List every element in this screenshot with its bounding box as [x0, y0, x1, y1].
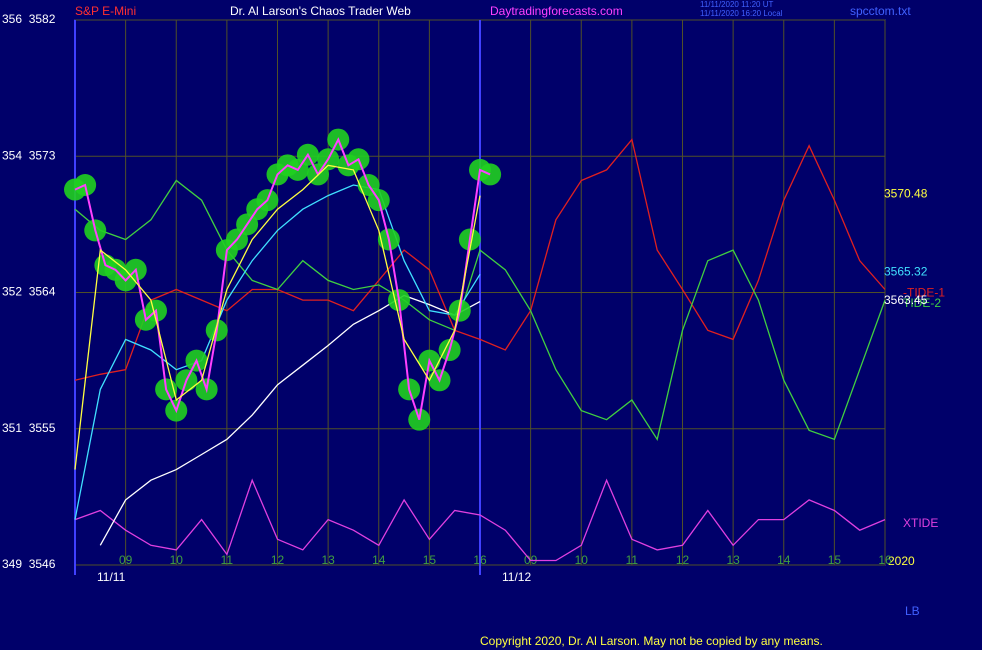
series-line: [74, 137, 491, 421]
value-label: 3570.48: [884, 187, 928, 201]
series-line: [74, 179, 886, 441]
x-tick-label: 12: [271, 553, 285, 567]
series-line: [99, 294, 481, 546]
x-tick-label: 10: [170, 553, 184, 567]
x-tick-label: 11: [626, 553, 639, 567]
y-tick-label: 349 3546: [2, 557, 56, 571]
date-label: 11/12: [502, 570, 531, 584]
file-name: spcctom.txt: [850, 4, 911, 18]
x-tick-label: 13: [321, 553, 335, 567]
x-tick-label: 14: [372, 553, 386, 567]
x-tick-label: 09: [119, 553, 133, 567]
x-tick-label: 12: [676, 553, 690, 567]
corner-label: LB: [905, 604, 920, 618]
y-tick-label: 356 3582: [2, 12, 56, 26]
site: Daytradingforecasts.com: [490, 4, 623, 18]
x-tick-label: 10: [575, 553, 589, 567]
legend-label: TIDE-2: [903, 296, 941, 310]
chart-title: Dr. Al Larson's Chaos Trader Web: [230, 4, 411, 18]
series-line: [74, 478, 886, 562]
date-label: 11/11: [97, 570, 126, 584]
price-blob: [479, 163, 502, 186]
legend-label: XTIDE: [903, 516, 938, 530]
copyright: Copyright 2020, Dr. Al Larson. May not b…: [480, 634, 823, 648]
x-tick-label: 13: [726, 553, 740, 567]
series-line: [74, 138, 886, 381]
value-label: 3563.45: [884, 293, 928, 307]
y-tick-label: 352 3564: [2, 285, 56, 299]
x-tick-label: 15: [828, 553, 842, 567]
subtitle: S&P E-Mini: [75, 4, 136, 18]
series-line: [74, 184, 481, 520]
x-tick-label: 16: [878, 553, 892, 567]
year-label: 2020: [888, 554, 915, 568]
x-tick-label: 14: [777, 553, 791, 567]
time-line: 11/11/2020 16:20 Local: [700, 9, 783, 18]
y-tick-label: 351 3555: [2, 421, 56, 435]
time-line: 11/11/2020 11:20 UT: [700, 0, 774, 9]
value-label: 3565.32: [884, 265, 928, 279]
x-tick-label: 15: [423, 553, 437, 567]
legend-label: -TIDE-1: [903, 286, 945, 300]
series-line: [74, 164, 481, 470]
x-tick-label: 11: [221, 553, 234, 567]
y-tick-label: 354 3573: [2, 148, 56, 162]
